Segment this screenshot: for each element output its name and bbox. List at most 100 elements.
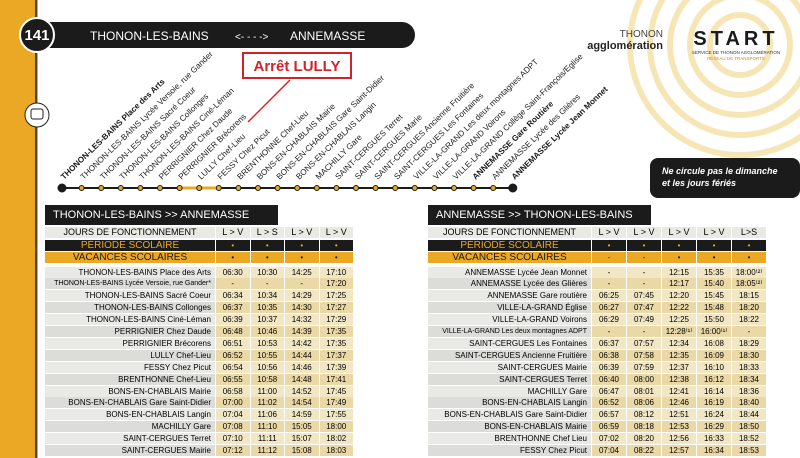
stop-name: BONS-EN-CHABLAIS Gare Saint-Didier	[428, 409, 592, 421]
stop-dot	[508, 183, 518, 193]
time: 08:18	[627, 421, 662, 433]
time: 08:01	[627, 385, 662, 397]
stop-dot	[274, 185, 281, 191]
time: 10:55	[250, 349, 285, 361]
tab-right	[428, 205, 651, 225]
stop-name: BONS-EN-CHABLAIS Gare Saint-Didier	[45, 397, 216, 409]
stop-name: MACHILLY Gare	[45, 421, 216, 433]
day-label: L>S	[732, 227, 767, 238]
stop-dot	[117, 185, 124, 191]
time: 12:25	[662, 314, 697, 326]
stop-name: BONS-EN-CHABLAIS Langin	[428, 397, 592, 409]
stop-name: THONON-LES-BAINS Place des Arts	[45, 266, 216, 278]
time: 15:50	[697, 314, 732, 326]
time: 17:55	[319, 409, 354, 421]
stop-dot	[372, 185, 379, 191]
time: 06:54	[216, 361, 251, 373]
stop-name: VILLE-LA-GRAND Voirons	[428, 314, 592, 326]
table-title: THONON-LES-BAINS >> ANNEMASSE	[53, 209, 250, 221]
time: 15:05	[285, 421, 320, 433]
stop-name: LULLY Chef-Lieu	[45, 349, 216, 361]
time: 08:00	[627, 373, 662, 385]
time: 14:30	[285, 302, 320, 314]
callout-arrow	[247, 79, 291, 123]
period-mark: -	[592, 252, 627, 263]
time: 18:03	[319, 445, 354, 456]
time: 07:57	[627, 337, 662, 349]
day-label: L > V	[592, 227, 627, 238]
time: 16:12	[697, 373, 732, 385]
time: 11:02	[250, 397, 285, 409]
time: 10:56	[250, 361, 285, 373]
table-title: ANNEMASSE >> THONON-LES-BAINS	[436, 209, 633, 221]
time: 18:05⁽²⁾	[732, 278, 767, 290]
logo: START	[693, 28, 778, 50]
time: 17:29	[319, 314, 354, 326]
time: 17:37	[319, 349, 354, 361]
time: 14:48	[285, 373, 320, 385]
time: -	[732, 326, 767, 337]
time: 06:59	[592, 421, 627, 433]
note-box	[650, 158, 800, 198]
time: 06:37	[216, 302, 251, 314]
period-mark: •	[732, 239, 767, 251]
time: 10:37	[250, 314, 285, 326]
time: 16:34	[697, 445, 732, 456]
time: 15:08	[285, 445, 320, 456]
time: 12:57	[662, 445, 697, 456]
time: 17:41	[319, 373, 354, 385]
time: 10:58	[250, 373, 285, 385]
time: 15:07	[285, 433, 320, 445]
time: 12:15	[662, 266, 697, 278]
time: 14:32	[285, 314, 320, 326]
time: 08:12	[627, 409, 662, 421]
time: 15:40	[697, 278, 732, 290]
time: 12:41	[662, 385, 697, 397]
destination: ANNEMASSE	[290, 29, 365, 43]
time: 08:06	[627, 397, 662, 409]
stop-dot	[235, 185, 242, 191]
stop-name: BONS-EN-CHABLAIS Mairie	[45, 385, 216, 397]
time: 14:46	[285, 361, 320, 373]
stop-dot	[176, 185, 183, 191]
time: 18:44	[732, 409, 767, 421]
period-mark: •	[285, 239, 320, 251]
time: 07:47	[627, 302, 662, 314]
time: 06:47	[592, 385, 627, 397]
time: -	[592, 266, 627, 278]
day-label: L > S	[250, 227, 285, 238]
stop-dot	[57, 183, 67, 193]
stop-dot	[157, 185, 163, 191]
time: 17:27	[319, 302, 354, 314]
bus-body	[30, 108, 44, 120]
time: 16:08	[697, 337, 732, 349]
stop-name: THONON-LES-BAINS Lycée Versoie, rue Gand…	[45, 278, 216, 290]
side-strip	[0, 0, 38, 458]
time: 18:20	[732, 302, 767, 314]
stop-dot	[98, 185, 105, 191]
time: 17:25	[319, 290, 354, 302]
stop-name: MACHILLY Gare	[428, 385, 592, 397]
time: 12:34	[662, 337, 697, 349]
time: 14:59	[285, 409, 320, 421]
time: 07:04	[216, 409, 251, 421]
day-label: L > V	[697, 227, 732, 238]
header-label: JOURS DE FONCTIONNEMENT	[428, 227, 592, 238]
time: 07:00	[216, 397, 251, 409]
time: 12:28⁽¹⁾	[662, 326, 697, 337]
stop-name: VILLE-LA-GRAND Église	[428, 302, 592, 314]
time: 07:10	[216, 433, 251, 445]
period-mark: •	[627, 239, 662, 251]
time: 06:52	[592, 397, 627, 409]
time: 18:36	[732, 385, 767, 397]
time: 06:55	[216, 373, 251, 385]
time: 07:59	[627, 361, 662, 373]
time: 18:40	[732, 397, 767, 409]
header-label: JOURS DE FONCTIONNEMENT	[45, 227, 216, 238]
stop-name: SAINT-CERGUES Les Fontaines	[428, 337, 592, 349]
time: 12:56	[662, 433, 697, 445]
circles	[627, 0, 800, 158]
time: 14:52	[285, 385, 320, 397]
time: 06:48	[216, 326, 251, 337]
